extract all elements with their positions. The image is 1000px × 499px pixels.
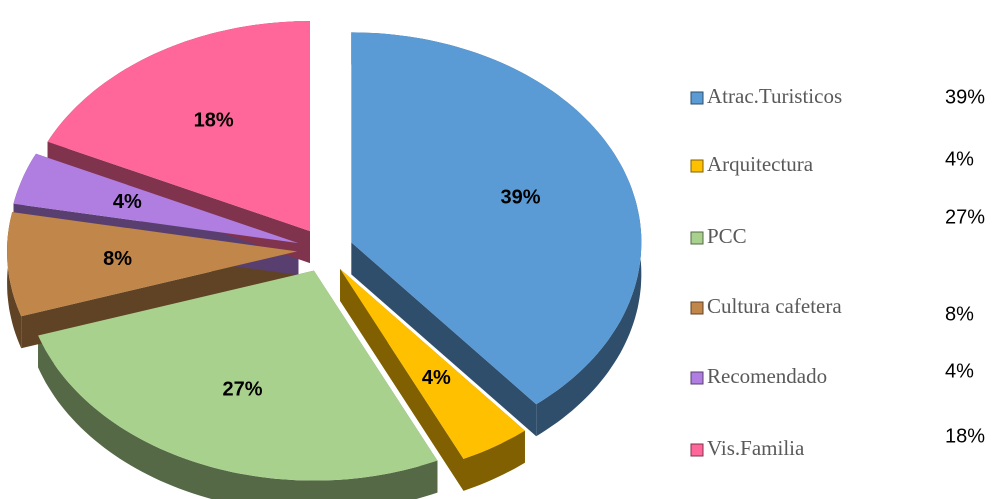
legend-label: Atrac.Turisticos bbox=[707, 84, 842, 108]
legend-value: 4% bbox=[945, 148, 974, 170]
legend-label: PCC bbox=[707, 224, 747, 248]
labels: 39% 4% 27% 8% 4% 18% bbox=[103, 109, 541, 400]
data-label: 27% bbox=[222, 378, 262, 400]
slice bbox=[47, 21, 310, 232]
slice-side bbox=[351, 242, 537, 437]
data-label: 4% bbox=[113, 191, 142, 213]
legend-value: 39% bbox=[945, 86, 985, 108]
slice-side bbox=[463, 430, 525, 491]
legend-label: Cultura cafetera bbox=[707, 294, 842, 318]
legend-value: 18% bbox=[945, 425, 985, 447]
legend-swatch bbox=[690, 443, 704, 457]
slice bbox=[7, 212, 298, 317]
legend-swatch bbox=[690, 301, 704, 315]
slice bbox=[340, 268, 525, 459]
legend: Atrac.Turisticos 39% Arquitectura 4% PCC 27% C… bbox=[690, 84, 985, 460]
data-label: 4% bbox=[422, 367, 451, 389]
legend-label: Recomendado bbox=[707, 364, 827, 388]
slice-side bbox=[38, 335, 438, 499]
slice bbox=[38, 270, 438, 481]
data-label: 8% bbox=[103, 248, 132, 270]
legend-label: Vis.Familia bbox=[707, 436, 805, 460]
legend-value: 8% bbox=[945, 303, 974, 325]
legend-swatch bbox=[690, 91, 704, 105]
legend-label: Arquitectura bbox=[707, 152, 814, 176]
legend-swatch bbox=[690, 371, 704, 385]
legend-swatch bbox=[690, 159, 704, 173]
slice-side bbox=[340, 268, 464, 491]
slice bbox=[351, 32, 642, 405]
legend-value: 27% bbox=[945, 206, 985, 228]
data-label: 18% bbox=[194, 109, 234, 131]
legend-value: 4% bbox=[945, 360, 974, 382]
legend-swatch bbox=[690, 231, 704, 245]
pie-tops bbox=[7, 21, 642, 481]
slice bbox=[13, 153, 299, 244]
data-label: 39% bbox=[500, 187, 540, 209]
